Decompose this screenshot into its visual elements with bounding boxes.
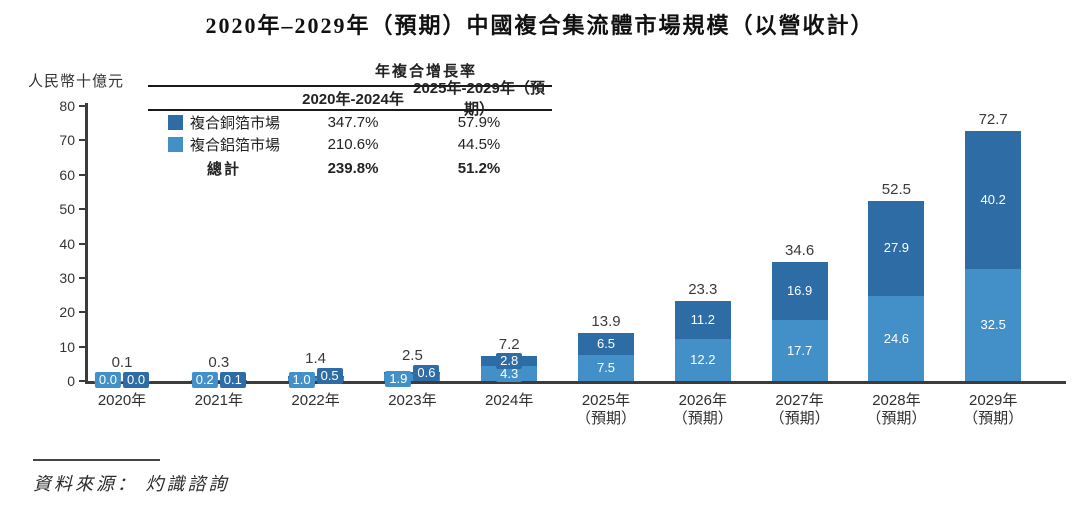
x-axis-forecast-label: （預期） [575, 410, 636, 427]
cagr-table-rule-mid [148, 109, 552, 111]
bar-total-label: 1.4 [305, 350, 327, 367]
y-axis-tick [79, 173, 86, 176]
x-axis-category-label: 2028年 （預期） [848, 392, 944, 428]
y-axis-tick-label: 20 [59, 304, 75, 321]
x-axis-category-label: 2025年 （預期） [558, 392, 654, 428]
x-axis-category-label: 2023年 [388, 392, 437, 409]
y-axis-tick-label: 80 [59, 98, 75, 114]
value-label-copper: 16.9 [782, 283, 817, 300]
value-chip-copper: 0.6 [413, 365, 440, 381]
cagr-aluminum-2025-2029: 44.5% [457, 135, 501, 153]
x-axis-forecast-label: （預期） [963, 410, 1024, 427]
value-label-copper: 40.2 [976, 192, 1010, 209]
bar-total-label: 23.3 [688, 280, 718, 298]
y-axis-tick [79, 208, 86, 211]
bar-total-label: 13.9 [591, 312, 621, 330]
cagr-copper-2025-2029: 57.9% [457, 113, 501, 131]
cagr-total-2020-2024: 239.8% [327, 159, 379, 177]
legend-swatch-copper-icon [168, 114, 183, 130]
value-chip-aluminum: 1.9 [385, 371, 412, 387]
value-chip-copper: 0.0 [123, 372, 150, 388]
cagr-table: 年複合增長率 2020年-2024年 2025年-2029年（預期） 複合銅箔市… [148, 60, 552, 181]
bar-segment-copper [287, 375, 344, 378]
cagr-table-title: 年複合增長率 [374, 63, 477, 80]
bar-total-label: 72.7 [978, 111, 1008, 129]
value-chip-aluminum: 0.2 [191, 372, 218, 388]
y-axis-tick-label: 30 [59, 269, 75, 286]
bar-total-label: 7.2 [498, 336, 520, 354]
cagr-aluminum-2020-2024: 210.6% [327, 135, 379, 153]
y-axis-tick-label: 10 [59, 338, 75, 355]
cagr-total-2025-2029: 51.2% [457, 159, 501, 177]
bar-segment-copper [384, 372, 441, 375]
cagr-col-header-2: 2025年-2029年（預期） [413, 80, 545, 118]
value-label-aluminum: 24.6 [879, 330, 914, 347]
value-label-aluminum: 12.2 [686, 352, 720, 369]
value-chip-copper: 0.5 [316, 368, 343, 384]
x-axis-forecast-label: （預期） [769, 410, 830, 427]
cagr-row-aluminum: 複合鋁箔市場 210.6% 44.5% [148, 133, 552, 155]
y-axis-tick-label: 70 [59, 132, 75, 149]
x-axis-category-label: 2024年 [485, 392, 534, 409]
legend-label-copper: 複合銅箔市場 [190, 114, 281, 132]
cagr-total-label: 總計 [206, 160, 241, 178]
x-axis-category-label: 2027年 （預期） [752, 392, 848, 428]
x-axis-category-label: 2020年 [97, 392, 147, 409]
value-label-copper: 11.2 [686, 311, 719, 328]
value-label-copper: 2.8 [496, 353, 523, 370]
y-axis-tick [79, 311, 86, 314]
value-chip-copper: 0.1 [219, 372, 246, 388]
value-label-copper: 6.5 [592, 336, 620, 353]
bar-total-label: 52.5 [881, 180, 911, 198]
cagr-row-copper: 複合銅箔市場 347.7% 57.9% [148, 111, 552, 133]
value-chip-aluminum: 0.0 [94, 372, 121, 388]
x-axis-category-label: 2022年 [291, 392, 340, 409]
x-axis-category-label: 2029年 （預期） [945, 392, 1041, 428]
bar-total-label: 0.1 [111, 354, 133, 371]
bar-segment-aluminum [190, 380, 247, 381]
x-axis-category-label: 2021年 [194, 392, 243, 409]
source-divider [33, 459, 160, 461]
y-axis-tick-label: 60 [59, 166, 75, 183]
y-axis-tick [79, 105, 86, 107]
y-axis-tick [79, 345, 86, 348]
x-axis-forecast-label: （預期） [866, 410, 927, 427]
y-axis-unit-label: 人民幣十億元 [28, 73, 125, 90]
cagr-col-header-1: 2020年-2024年 [302, 90, 404, 108]
cagr-table-rule-top [148, 85, 552, 87]
cagr-copper-2020-2024: 347.7% [327, 113, 379, 131]
bar-total-label: 2.5 [401, 347, 423, 364]
y-axis-tick [79, 380, 86, 382]
bar-segment-aluminum [287, 377, 344, 381]
x-axis-forecast-label: （預期） [672, 410, 733, 427]
chart-title: 2020年–2029年（預期）中國複合集流體市場規模（以營收計） [205, 13, 875, 38]
bar-total-label: 34.6 [784, 242, 815, 260]
bar-segment-aluminum [384, 374, 441, 381]
value-label-aluminum: 17.7 [782, 342, 817, 359]
legend-swatch-aluminum-icon [168, 136, 183, 152]
value-label-aluminum: 32.5 [976, 317, 1010, 334]
y-axis-tick [79, 276, 86, 279]
legend-label-aluminum: 複合鋁箔市場 [190, 136, 281, 154]
y-axis-line [85, 103, 88, 384]
x-axis-category-label: 2026年 （預期） [655, 392, 751, 428]
cagr-row-total: 總計 239.8% 51.2% [148, 155, 552, 181]
x-axis-line [85, 381, 1066, 384]
y-axis-tick-label: 50 [59, 201, 75, 218]
y-axis-tick [79, 242, 86, 245]
cagr-table-header-row: 2020年-2024年 2025年-2029年（預期） [148, 80, 552, 118]
y-axis-tick [79, 139, 86, 142]
y-axis-tick-label: 0 [67, 373, 75, 389]
value-label-aluminum: 7.5 [592, 360, 620, 377]
value-label-copper: 27.9 [879, 240, 914, 257]
y-axis-tick-label: 40 [59, 235, 75, 252]
source-text: 資料來源： 灼識諮詢 [33, 474, 230, 494]
bar-total-label: 0.3 [208, 354, 230, 371]
value-chip-aluminum: 1.0 [288, 372, 315, 388]
